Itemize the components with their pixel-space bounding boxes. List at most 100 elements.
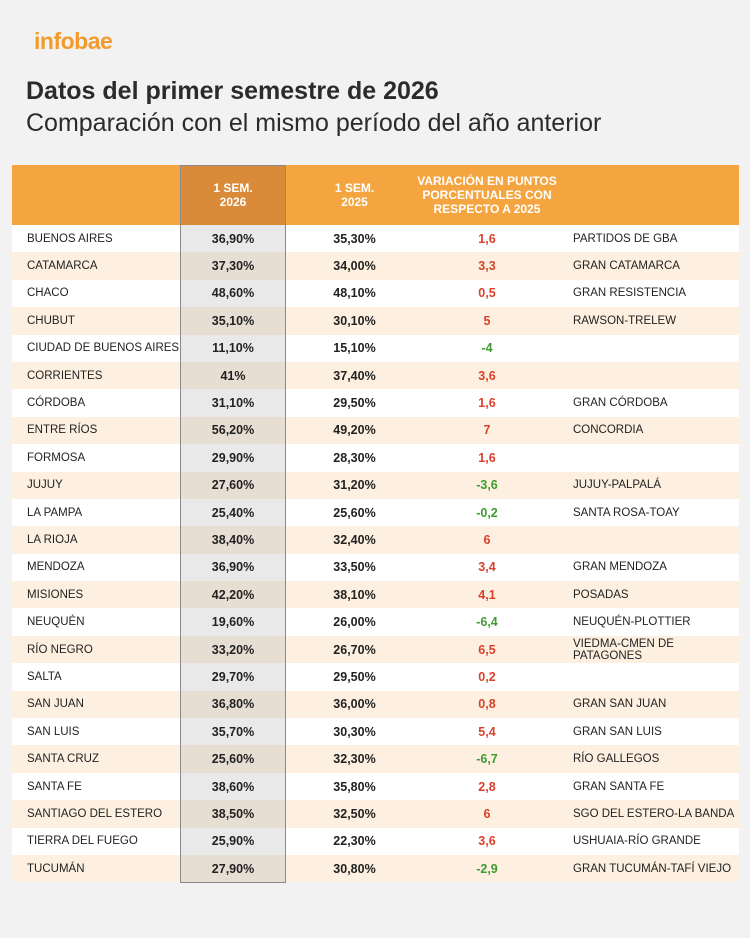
value-2026-cell: 25,40% [180, 498, 286, 527]
province-cell: CÓRDOBA [27, 397, 86, 410]
value-2025-cell: 48,10% [333, 286, 376, 301]
variation-cell: -3,6 [476, 478, 498, 493]
value-2025-cell: 36,00% [333, 697, 376, 712]
page-subtitle: Comparación con el mismo período del año… [26, 109, 602, 137]
value-2025-cell: 31,20% [333, 478, 376, 493]
value-2026-cell: 36,90% [180, 225, 286, 253]
value-2026-cell: 38,60% [180, 772, 286, 801]
table-row: SANTIAGO DEL ESTERO 38,50% 32,50% 6 SGO DEL … [12, 800, 739, 828]
value-2025-cell: 35,30% [333, 231, 376, 246]
variation-cell: 2,8 [478, 779, 496, 794]
area-cell: CONCORDIA [573, 424, 644, 437]
value-2025-cell: 49,20% [333, 423, 376, 438]
table-row: CÓRDOBA 31,10% 29,50% 1,6 GRAN CÓRDOBA [12, 389, 739, 417]
table-row: RÍO NEGRO 33,20% 26,70% 6,5 VIEDMA-CMEN DE P… [12, 635, 739, 664]
province-cell: CATAMARCA [27, 260, 98, 273]
table-header: 1 SEM. 2026 1 SEM. 2025 VARIACIÓN EN PUN… [12, 165, 739, 225]
province-cell: CHUBUT [27, 314, 75, 327]
value-2025-cell: 15,10% [333, 341, 376, 356]
value-2026-cell: 27,90% [180, 854, 286, 883]
value-2026-cell: 25,60% [180, 745, 286, 773]
value-2025-cell: 29,50% [333, 396, 376, 411]
table-row: LA RIOJA 38,40% 32,40% 6 [12, 526, 739, 554]
table-row: BUENOS AIRES 36,90% 35,30% 1,6 PARTIDOS DE G… [12, 225, 739, 253]
area-cell: POSADAS [573, 588, 629, 601]
province-cell: MENDOZA [27, 561, 85, 574]
area-cell: GRAN CATAMARCA [573, 260, 680, 273]
province-cell: SAN LUIS [27, 725, 80, 738]
value-2025-cell: 34,00% [333, 259, 376, 274]
table-row: SANTA FE 38,60% 35,80% 2,8 GRAN SANTA FE [12, 772, 739, 801]
variation-cell: 1,6 [478, 396, 496, 411]
table-row: TIERRA DEL FUEGO 25,90% 22,30% 3,6 USHUAIA-R… [12, 827, 739, 855]
header-col-2026: 1 SEM. 2026 [180, 165, 286, 225]
value-2025-cell: 26,70% [333, 642, 376, 657]
value-2026-cell: 29,90% [180, 444, 286, 472]
area-cell: GRAN MENDOZA [573, 561, 667, 574]
value-2025-cell: 30,80% [333, 861, 376, 876]
table-row: SAN JUAN 36,80% 36,00% 0,8 GRAN SAN JUAN [12, 690, 739, 719]
table-body: BUENOS AIRES 36,90% 35,30% 1,6 PARTIDOS DE G… [12, 225, 739, 883]
variation-cell: 6,5 [478, 642, 496, 657]
area-cell: USHUAIA-RÍO GRANDE [573, 835, 701, 848]
area-cell: JUJUY-PALPALÁ [573, 479, 661, 492]
province-cell: CIUDAD DE BUENOS AIRES [27, 342, 180, 355]
header-col-2025: 1 SEM. 2025 [334, 181, 375, 209]
value-2026-cell: 37,30% [180, 252, 286, 280]
province-cell: ENTRE RÍOS [27, 424, 98, 437]
value-2026-cell: 56,20% [180, 416, 286, 445]
value-2025-cell: 29,50% [333, 669, 376, 684]
value-2025-cell: 32,40% [333, 532, 376, 547]
area-cell: VIEDMA-CMEN DE PATAGONES [573, 637, 674, 662]
area-cell: GRAN SAN JUAN [573, 698, 667, 711]
variation-cell: 3,4 [478, 560, 496, 575]
variation-cell: -2,9 [476, 861, 498, 876]
value-2026-cell: 42,20% [180, 581, 286, 609]
value-2026-cell: 27,60% [180, 471, 286, 499]
value-2026-cell: 38,50% [180, 800, 286, 828]
area-cell: SGO DEL ESTERO-LA BANDA [573, 807, 735, 820]
area-cell: GRAN TUCUMÁN-TAFÍ VIEJO [573, 862, 732, 875]
variation-cell: -6,4 [476, 615, 498, 630]
area-cell: GRAN SAN LUIS [573, 725, 662, 738]
variation-cell: -0,2 [476, 505, 498, 520]
variation-cell: 0,8 [478, 697, 496, 712]
value-2025-cell: 25,60% [333, 505, 376, 520]
value-2025-cell: 30,10% [333, 313, 376, 328]
variation-cell: -4 [481, 341, 493, 356]
province-cell: CHACO [27, 287, 69, 300]
province-cell: LA PAMPA [27, 506, 83, 519]
table-row: ENTRE RÍOS 56,20% 49,20% 7 CONCORDIA [12, 416, 739, 445]
table-row: NEUQUÉN 19,60% 26,00% -6,4 NEUQUÉN-PLOTTIER [12, 608, 739, 636]
variation-cell: 0,2 [478, 669, 496, 684]
area-cell: RÍO GALLEGOS [573, 753, 660, 766]
province-cell: TUCUMÁN [27, 862, 85, 875]
table-row: CORRIENTES 41% 37,40% 3,6 [12, 361, 739, 390]
table-row: SANTA CRUZ 25,60% 32,30% -6,7 RÍO GALLEGOS [12, 745, 739, 773]
province-cell: LA RIOJA [27, 533, 78, 546]
value-2025-cell: 22,30% [333, 834, 376, 849]
value-2025-cell: 30,30% [333, 724, 376, 739]
value-2026-cell: 19,60% [180, 608, 286, 636]
table-row: MENDOZA 36,90% 33,50% 3,4 GRAN MENDOZA [12, 553, 739, 582]
variation-cell: 0,5 [478, 286, 496, 301]
value-2026-cell: 29,70% [180, 663, 286, 691]
table-row: CIUDAD DE BUENOS AIRES 11,10% 15,10% -4 [12, 334, 739, 362]
value-2025-cell: 33,50% [333, 560, 376, 575]
province-cell: FORMOSA [27, 451, 86, 464]
area-cell: NEUQUÉN-PLOTTIER [573, 616, 691, 629]
value-2026-cell: 31,10% [180, 389, 286, 417]
table-row: FORMOSA 29,90% 28,30% 1,6 [12, 444, 739, 472]
variation-cell: 5 [483, 313, 491, 328]
province-cell: SANTA FE [27, 780, 82, 793]
table-row: SAN LUIS 35,70% 30,30% 5,4 GRAN SAN LUIS [12, 718, 739, 746]
table-row: SALTA 29,70% 29,50% 0,2 [12, 663, 739, 691]
variation-cell: 5,4 [478, 724, 496, 739]
value-2026-cell: 48,60% [180, 279, 286, 308]
province-cell: SALTA [27, 670, 62, 683]
province-cell: SANTIAGO DEL ESTERO [27, 807, 163, 820]
value-2026-cell: 11,10% [180, 334, 286, 362]
area-cell: SANTA ROSA-TOAY [573, 506, 680, 519]
value-2025-cell: 37,40% [333, 368, 376, 383]
